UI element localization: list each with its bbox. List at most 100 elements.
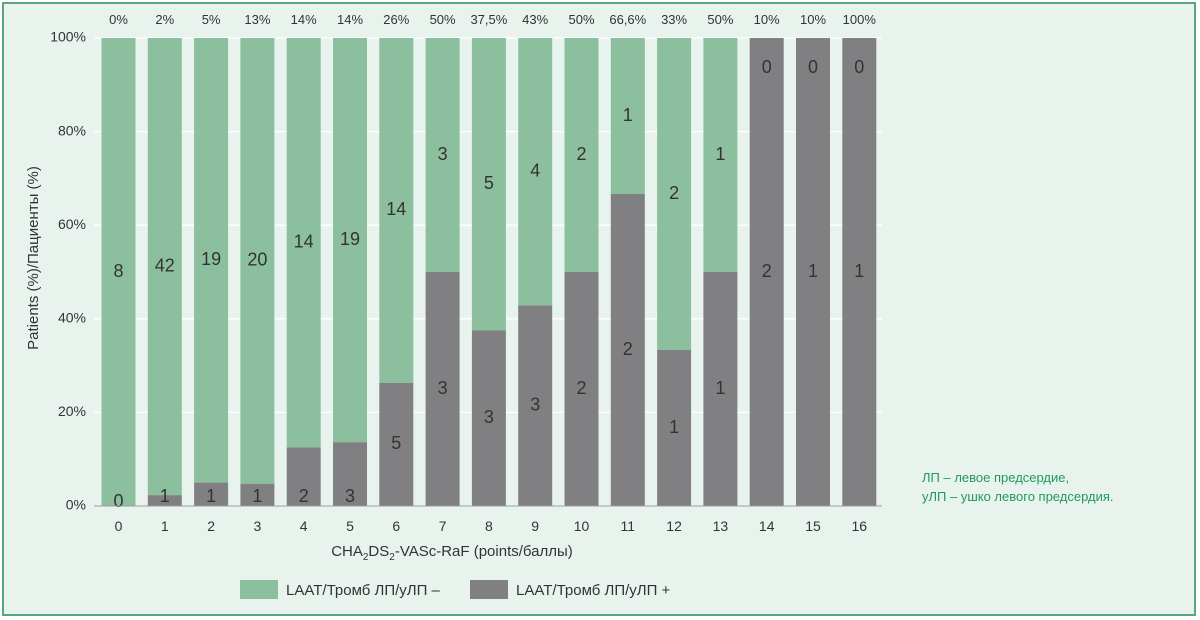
segment-label-positive: 2 — [623, 339, 633, 359]
bar-segment-positive — [610, 194, 645, 506]
segment-label-negative: 8 — [113, 261, 123, 281]
x-tick-label: 0 — [115, 518, 123, 534]
x-axis-title-suffix: -VASc-RaF (points/баллы) — [395, 543, 573, 560]
x-tick-label: 15 — [805, 518, 821, 534]
x-tick-label: 10 — [574, 518, 590, 534]
segment-label-negative: 0 — [762, 57, 772, 77]
segment-label-positive: 1 — [160, 486, 170, 506]
top-percent-label: 33% — [661, 12, 687, 27]
bar-segment-positive — [240, 483, 275, 506]
segment-label-negative: 20 — [247, 250, 267, 270]
abbreviation-note: ЛП – левое предсердие, уЛП – ушко левого… — [922, 468, 1114, 506]
x-tick-label: 8 — [485, 518, 493, 534]
segment-label-negative: 19 — [340, 229, 360, 249]
segment-label-negative: 0 — [808, 57, 818, 77]
bar-segment-negative — [333, 38, 367, 443]
top-percent-label: 37,5% — [470, 12, 507, 27]
segment-label-positive: 2 — [762, 261, 772, 281]
top-percent-label: 50% — [568, 12, 594, 27]
bar-segment-negative — [240, 38, 275, 484]
x-tick-label: 14 — [759, 518, 775, 534]
top-percent-label: 66,6% — [609, 12, 646, 27]
bars-layer — [101, 38, 877, 506]
x-tick-label: 13 — [713, 518, 729, 534]
x-tick-label: 5 — [346, 518, 354, 534]
segment-label-negative: 0 — [854, 57, 864, 77]
bar-segment-positive — [379, 382, 414, 506]
top-percent-label: 13% — [244, 12, 270, 27]
bar-segment-negative — [703, 38, 738, 272]
segment-label-positive: 2 — [576, 378, 586, 398]
segment-label-negative: 14 — [386, 199, 406, 219]
x-tick-label: 1 — [161, 518, 169, 534]
y-tick-label: 0% — [66, 497, 86, 513]
segment-label-positive: 1 — [252, 486, 262, 506]
legend-label-negative: LAAT/Тромб ЛП/уЛП – — [286, 582, 441, 599]
top-percent-label: 50% — [430, 12, 456, 27]
top-percent-label: 43% — [522, 12, 548, 27]
top-percent-label: 14% — [291, 12, 317, 27]
top-percent-label: 2% — [155, 12, 174, 27]
segment-label-negative: 2 — [669, 183, 679, 203]
bar-segment-negative — [147, 38, 182, 496]
segment-label-negative: 14 — [294, 232, 314, 252]
segment-label-positive: 3 — [438, 378, 448, 398]
segment-label-positive: 3 — [345, 486, 355, 506]
bar-segment-positive — [796, 38, 830, 506]
axis-layer: 0% 20% 40% 60% 80% 100% 0% 0 2% 1 5% 2 13% 3 14% 4 14% 5 2… — [50, 12, 882, 534]
y-axis-title: Patients (%)/Пациенты (%) — [25, 166, 42, 350]
segment-label-negative: 1 — [623, 105, 633, 125]
segment-label-negative: 5 — [484, 173, 494, 193]
segment-label-negative: 4 — [530, 160, 540, 180]
note-line-2: уЛП – ушко левого предсердия. — [922, 489, 1114, 504]
bar-segment-positive — [564, 272, 599, 506]
segment-label-positive: 5 — [391, 433, 401, 453]
x-axis-title-prefix: CHA — [331, 543, 363, 560]
bar-segment-negative — [564, 38, 599, 272]
bar-segment-positive — [749, 38, 784, 506]
segment-label-positive: 3 — [484, 407, 494, 427]
segment-label-positive: 1 — [206, 486, 216, 506]
x-tick-label: 6 — [392, 518, 400, 534]
bar-segment-negative — [471, 38, 506, 331]
bar-segment-positive — [194, 482, 229, 506]
legend-label-positive: LAAT/Тромб ЛП/уЛП + — [516, 582, 671, 599]
top-percent-label: 0% — [109, 12, 128, 27]
bar-segment-positive — [147, 495, 182, 506]
segment-label-positive: 1 — [715, 378, 725, 398]
bar-segment-negative — [425, 38, 460, 272]
bar-segment-negative — [194, 38, 229, 483]
y-tick-label: 20% — [58, 403, 86, 419]
x-tick-label: 2 — [207, 518, 215, 534]
x-tick-label: 11 — [621, 518, 636, 534]
y-tick-label: 100% — [50, 29, 86, 45]
segment-label-positive: 1 — [854, 261, 864, 281]
segment-label-positive: 0 — [113, 491, 123, 511]
bar-segment-positive — [842, 38, 877, 506]
segment-label-positive: 3 — [530, 394, 540, 414]
bar-segment-positive — [425, 272, 460, 506]
segment-label-negative: 2 — [576, 144, 586, 164]
bar-segment-positive — [286, 447, 321, 506]
x-tick-label: 3 — [254, 518, 262, 534]
segment-label-negative: 1 — [715, 144, 725, 164]
x-axis-title-middle: DS — [368, 543, 389, 560]
bar-segment-negative — [379, 38, 414, 383]
bar-segment-positive — [703, 272, 738, 506]
y-tick-label: 60% — [58, 216, 86, 232]
segment-label-positive: 1 — [669, 417, 679, 437]
x-tick-label: 16 — [852, 518, 868, 534]
x-tick-label: 7 — [439, 518, 447, 534]
x-tick-label: 4 — [300, 518, 308, 534]
top-percent-label: 50% — [707, 12, 733, 27]
x-axis-title-sub1: 2 — [363, 552, 369, 563]
segment-label-negative: 42 — [155, 255, 175, 275]
segment-label-positive: 1 — [808, 261, 818, 281]
top-percent-label: 14% — [337, 12, 363, 27]
bar-segment-positive — [333, 442, 367, 506]
legend: LAAT/Тромб ЛП/уЛП – LAAT/Тромб ЛП/уЛП + — [240, 580, 671, 599]
y-tick-label: 40% — [58, 310, 86, 326]
bar-segment-negative — [610, 38, 645, 194]
